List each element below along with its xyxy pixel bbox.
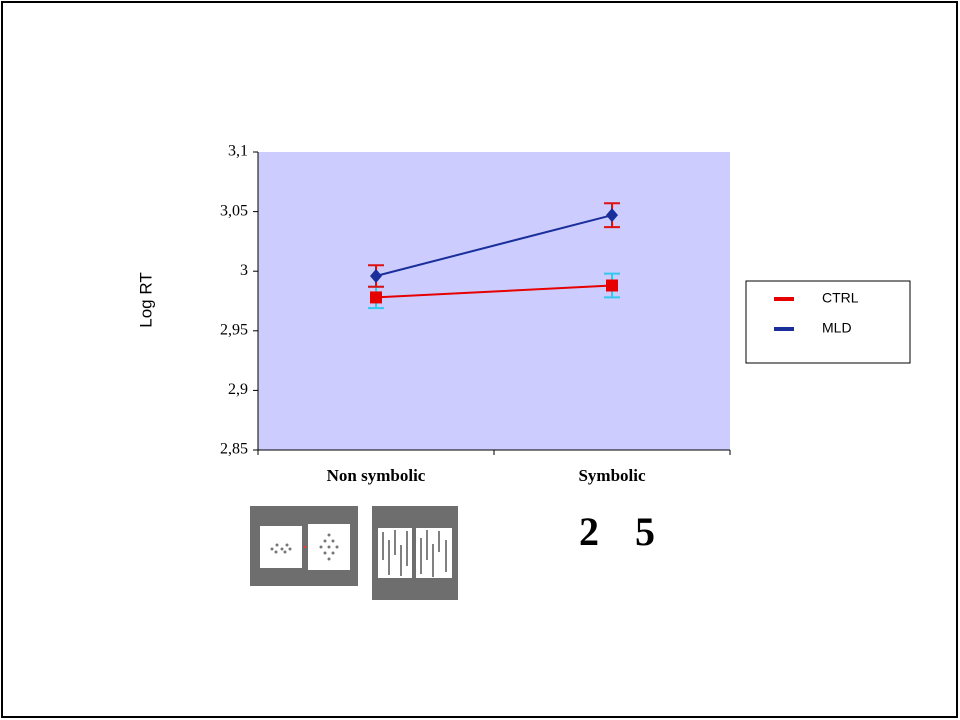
y-axis-label: Log RT — [136, 272, 155, 327]
plot-area — [258, 152, 730, 450]
annotation: 2 — [579, 509, 599, 554]
y-tick-label: 3,1 — [228, 143, 248, 160]
slide: Log RT 2 5 2,85 2,9 2,95 3 3,05 3,1 Non symbol… — [0, 0, 960, 720]
y-tick-label: 3 — [240, 262, 248, 279]
x-tick-label: Non symbolic — [327, 466, 426, 485]
annotation: 5 — [635, 509, 655, 554]
stimulus-image-dots — [250, 506, 358, 586]
legend-label: CTRL — [822, 290, 859, 306]
marker — [606, 280, 618, 292]
marker — [370, 291, 382, 303]
stimulus-image-noise — [372, 506, 458, 600]
y-tick-label: 3,05 — [220, 202, 248, 219]
legend-label: MLD — [822, 320, 852, 336]
x-tick-label: Symbolic — [578, 466, 646, 485]
y-tick-label: 2,95 — [220, 321, 248, 338]
y-tick-label: 2,85 — [220, 441, 248, 458]
y-tick-label: 2,9 — [228, 381, 248, 398]
